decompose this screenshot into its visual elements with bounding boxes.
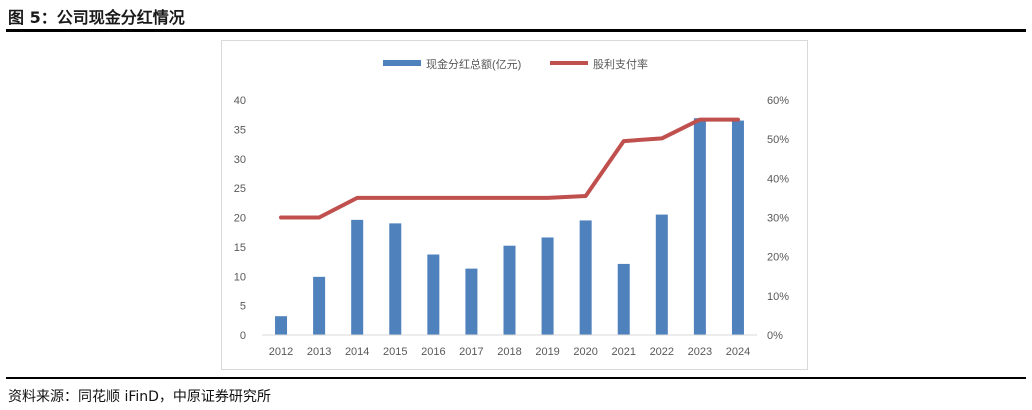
y-left-tick-label: 0 <box>240 330 246 342</box>
y-right-tick-label: 20% <box>767 252 789 264</box>
x-tick-label: 2015 <box>383 346 407 358</box>
figure-title: 图 5：公司现金分红情况 <box>8 8 185 27</box>
y-axis-right: 0% 10% 20% 30% 40% 50% 60% <box>767 95 789 342</box>
bar-2021 <box>617 263 630 335</box>
x-tick-label: 2016 <box>421 346 445 358</box>
combo-chart: 现金分红总额(亿元) 股利支付率 0 5 10 15 20 25 30 35 40 0% 10% 2… <box>234 57 789 358</box>
x-tick-label: 2023 <box>688 346 712 358</box>
x-tick-label: 2019 <box>535 346 559 358</box>
y-left-tick-label: 15 <box>234 242 246 254</box>
bar-2022 <box>655 214 668 335</box>
y-left-tick-label: 30 <box>234 154 246 166</box>
y-right-tick-label: 30% <box>767 213 789 225</box>
payout-ratio-line <box>279 117 740 220</box>
source-note: 资料来源：同花顺 iFinD，中原证券研究所 <box>8 389 271 405</box>
bar-2016 <box>427 254 440 335</box>
legend-swatch-dividend <box>383 60 421 66</box>
x-tick-label: 2012 <box>269 346 293 358</box>
x-tick-label: 2021 <box>611 346 635 358</box>
y-left-tick-label: 25 <box>234 183 246 195</box>
chart-container: 现金分红总额(亿元) 股利支付率 0 5 10 15 20 25 30 35 40 0% 10% 2… <box>221 40 808 370</box>
bar-2015 <box>389 223 402 335</box>
y-left-tick-label: 10 <box>234 271 246 283</box>
y-right-tick-label: 40% <box>767 173 789 185</box>
y-right-tick-label: 0% <box>767 330 783 342</box>
bar-series <box>275 118 744 336</box>
title-divider <box>6 29 1026 32</box>
legend-label-dividend: 现金分红总额(亿元) <box>426 57 521 71</box>
y-left-tick-label: 40 <box>234 95 246 107</box>
x-tick-label: 2020 <box>573 346 597 358</box>
y-left-tick-label: 35 <box>234 124 246 136</box>
y-right-tick-label: 60% <box>767 95 789 107</box>
bar-2018 <box>503 245 516 335</box>
x-tick-label: 2014 <box>345 346 369 358</box>
x-tick-label: 2013 <box>307 346 331 358</box>
legend-label-payout: 股利支付率 <box>593 57 648 71</box>
y-right-tick-label: 10% <box>767 291 789 303</box>
bar-2017 <box>465 268 478 335</box>
bar-2019 <box>541 237 554 335</box>
source-divider <box>6 377 1026 379</box>
bar-2012 <box>275 316 288 335</box>
bar-2013 <box>313 276 326 335</box>
y-left-tick-label: 20 <box>234 213 246 225</box>
x-axis-labels: 2012 2013 2014 2015 2016 2017 2018 2019 2020 2021… <box>269 346 750 358</box>
y-axis-left: 0 5 10 15 20 25 30 35 40 <box>234 95 246 342</box>
y-right-tick-label: 50% <box>767 134 789 146</box>
x-tick-label: 2024 <box>726 346 750 358</box>
x-tick-label: 2022 <box>650 346 674 358</box>
y-left-tick-label: 5 <box>240 301 246 313</box>
bar-2014 <box>351 219 364 335</box>
x-tick-label: 2018 <box>497 346 521 358</box>
x-tick-label: 2017 <box>459 346 483 358</box>
bar-2024 <box>731 120 744 335</box>
bar-2020 <box>579 220 592 335</box>
chart-legend: 现金分红总额(亿元) 股利支付率 <box>383 57 648 71</box>
bar-2023 <box>693 118 706 336</box>
